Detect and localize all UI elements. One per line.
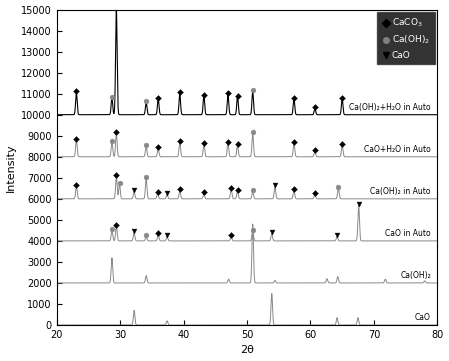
Text: CaO in Auto: CaO in Auto	[385, 229, 431, 238]
Text: Ca(OH)₂+H₂O in Auto: Ca(OH)₂+H₂O in Auto	[349, 103, 431, 112]
Text: CaO+H₂O in Auto: CaO+H₂O in Auto	[364, 145, 431, 154]
Text: Ca(OH)₂ in Auto: Ca(OH)₂ in Auto	[370, 187, 431, 196]
Text: Ca(OH)₂: Ca(OH)₂	[400, 271, 431, 280]
Text: CaO: CaO	[415, 313, 431, 322]
X-axis label: 2θ: 2θ	[240, 345, 254, 356]
Legend: CaCO$_3$, Ca(OH)$_2$, CaO: CaCO$_3$, Ca(OH)$_2$, CaO	[378, 12, 435, 64]
Y-axis label: Intensity: Intensity	[5, 143, 16, 192]
